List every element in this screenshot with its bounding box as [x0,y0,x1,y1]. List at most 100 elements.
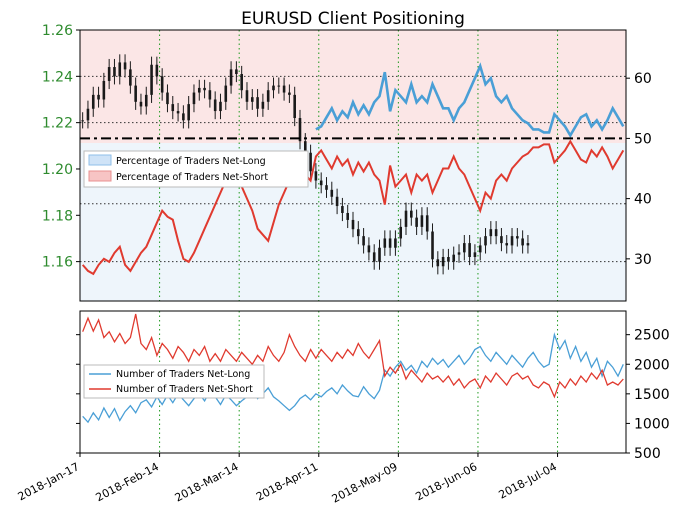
candle-body [91,94,95,109]
candle-body [388,238,392,248]
candle-body [208,90,212,100]
candle-body [250,97,254,102]
candle-body [484,236,487,246]
y-tick-label: 40 [634,192,652,208]
candle-body [213,99,217,112]
candle-body [463,243,466,253]
candle-body [261,101,265,109]
candle-body [314,171,318,181]
candle-body [288,92,291,95]
candle-body [224,85,228,102]
candle-body [489,229,493,237]
candle-body [97,94,100,100]
candle-body [160,76,164,93]
candle-body [346,212,349,220]
candle-body [182,113,185,121]
candle-body [494,229,498,237]
legend-label-net-short-count: Number of Traders Net-Short [116,384,253,395]
candle-body [139,101,143,107]
candle-body [155,64,159,77]
candle-body [123,62,127,70]
x-tick-label: 2018-May-09 [330,460,400,506]
legend-swatch-net-long-pct [88,154,112,166]
candle-body [192,92,196,105]
top-panel-frame [79,29,627,302]
candle-body [176,111,180,114]
candle-body [473,252,477,257]
candle-body [468,243,471,257]
legend-swatch-net-short-pct [88,170,112,182]
y-tick-label: 1.24 [42,69,73,85]
candle-body [431,231,434,260]
candle-body [303,141,307,153]
percent-axis: 30 40 50 60 [626,71,652,268]
series-line-net-short-pct [81,139,625,276]
candle-body [383,238,387,248]
candle-body [372,252,376,262]
candle-body [229,69,233,86]
candle-body [510,236,514,246]
candle-body [351,219,355,230]
candle-body [219,101,222,112]
top-panel: 1.16 1.18 1.20 1.22 1.24 1.26 30 40 50 60 Percen… [42,23,652,302]
candle-body [144,94,148,107]
candle-body [325,185,328,190]
candle-body [367,245,371,253]
candle-body [134,85,137,102]
bottom-legend: Number of Traders Net-Long Number of Tra… [83,364,265,399]
top-legend: Percentage of Traders Net-Long Percentag… [83,150,309,188]
candle-body [436,259,440,267]
candle-body [282,85,286,93]
candle-body [166,92,169,105]
y-tick-label: 2000 [634,357,670,373]
price-candles [81,54,530,275]
candle-body [399,226,403,239]
candle-body [362,236,365,246]
candle-body [309,152,312,172]
bottom-panel: 500 1000 1500 2000 2500 Number of Traders Ne… [76,310,670,462]
candle-body [150,64,153,95]
candle-body [113,67,116,77]
candle-body [441,256,445,267]
y-tick-label: 1.18 [42,208,73,224]
candle-body [81,120,84,122]
candle-body [277,85,281,87]
candle-body [521,238,524,246]
candle-body [341,206,344,213]
candle-body [478,245,482,253]
candle-body [298,118,302,142]
candle-body [293,94,296,119]
count-axis: 500 1000 1500 2000 2500 [76,328,670,462]
candle-body [107,67,111,81]
candle-body [102,80,106,100]
candle-body [410,210,413,218]
price-axis: 1.16 1.18 1.20 1.22 1.24 1.26 [42,23,80,271]
candle-body [357,229,360,237]
candle-body [394,238,397,248]
y-tick-label: 50 [634,131,652,147]
x-tick-label: 2018-Feb-14 [94,460,161,504]
bottom-panel-frame [79,310,627,454]
bottom-legend-box [83,364,265,399]
candle-body [505,243,509,246]
x-tick-label: 2018-Jan-17 [16,460,82,503]
legend-label-net-long-count: Number of Traders Net-Long [116,369,250,380]
top-grid [79,30,626,301]
y-tick-label: 1.26 [42,23,73,39]
x-tick-label: 2018-Mar-14 [173,460,241,504]
candle-body [240,74,243,91]
x-tick-label: 2018-Apr-11 [254,460,320,503]
y-tick-label: 1000 [634,416,670,432]
top-legend-box [83,150,309,188]
candle-body [420,215,424,227]
candle-body [319,180,323,186]
y-tick-label: 1.20 [42,162,73,178]
series-line-net-long-count [82,332,624,424]
chart-title: EURUSD Client Positioning [241,9,465,29]
candle-body [425,215,429,232]
candle-body [330,189,334,197]
short-region-fill [80,30,626,143]
candle-body [86,108,90,121]
legend-label-net-short-pct: Percentage of Traders Net-Short [116,172,268,183]
